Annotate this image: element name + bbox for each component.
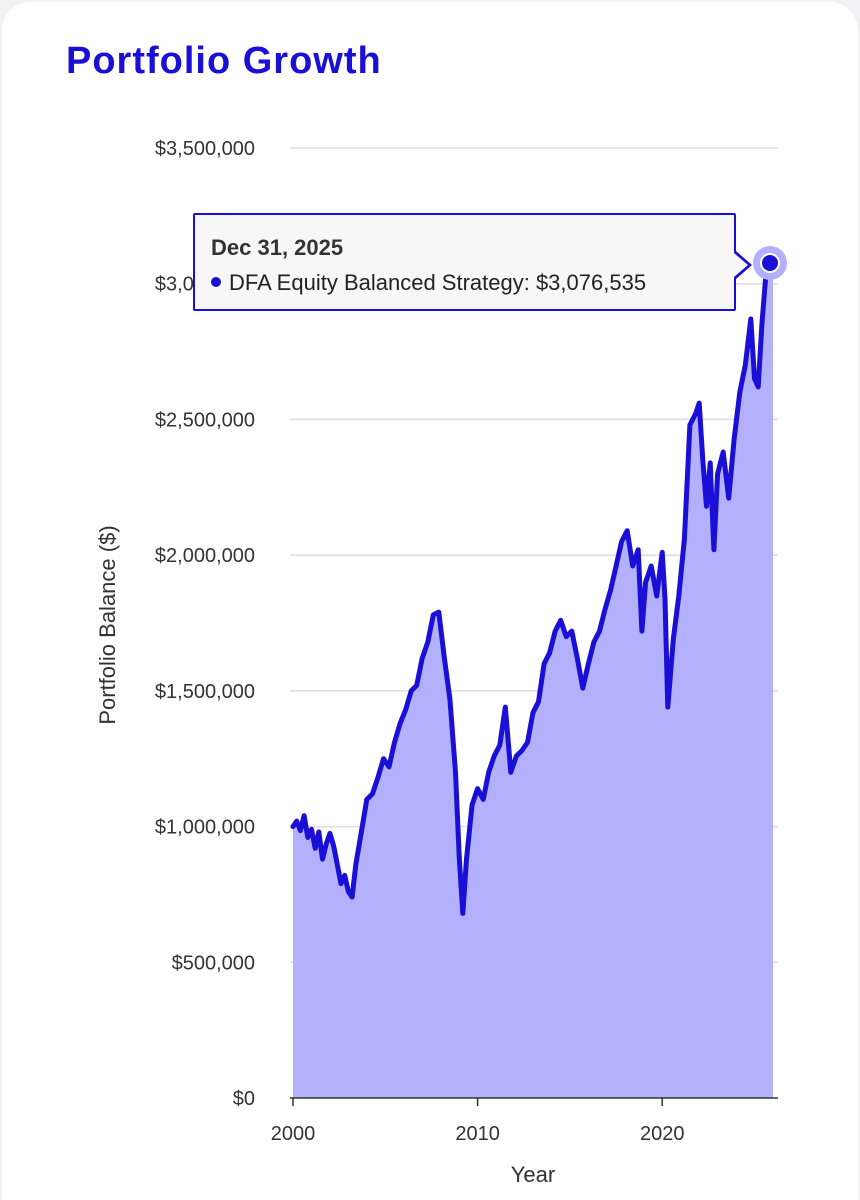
tooltip-series-text: DFA Equity Balanced Strategy: $3,076,535: [229, 270, 647, 295]
tooltip-arrow-fill: [734, 253, 748, 277]
y-tick-label: $1,500,000: [155, 681, 255, 703]
x-tick-label: 2010: [455, 1123, 500, 1145]
y-tick-label: $500,000: [172, 952, 255, 974]
x-axis-ticks: 2000 2010 2020: [271, 1098, 685, 1145]
y-tick-label: $2,000,000: [155, 545, 255, 567]
series-dot-icon: [211, 277, 221, 288]
tooltip-date: Dec 31, 2025: [211, 235, 344, 260]
series-area: [293, 256, 773, 1099]
y-axis-title: Portfolio Balance ($): [95, 525, 120, 724]
highlight-marker[interactable]: [760, 252, 780, 273]
x-tick-label: 2000: [271, 1123, 316, 1145]
x-axis-title: Year: [511, 1162, 555, 1187]
y-tick-label: $1,000,000: [155, 817, 255, 839]
y-tick-label: $0: [233, 1088, 255, 1110]
tooltip-series-row: DFA Equity Balanced Strategy: $3,076,535: [211, 270, 646, 296]
tooltip: Dec 31, 2025 DFA Equity Balanced Strateg…: [193, 213, 752, 311]
x-tick-label: 2020: [640, 1123, 685, 1145]
series-line[interactable]: [290, 254, 776, 916]
y-tick-label: $2,500,000: [155, 409, 255, 431]
y-tick-label: $3,500,000: [155, 138, 255, 160]
page-title: Portfolio Growth: [66, 40, 382, 82]
